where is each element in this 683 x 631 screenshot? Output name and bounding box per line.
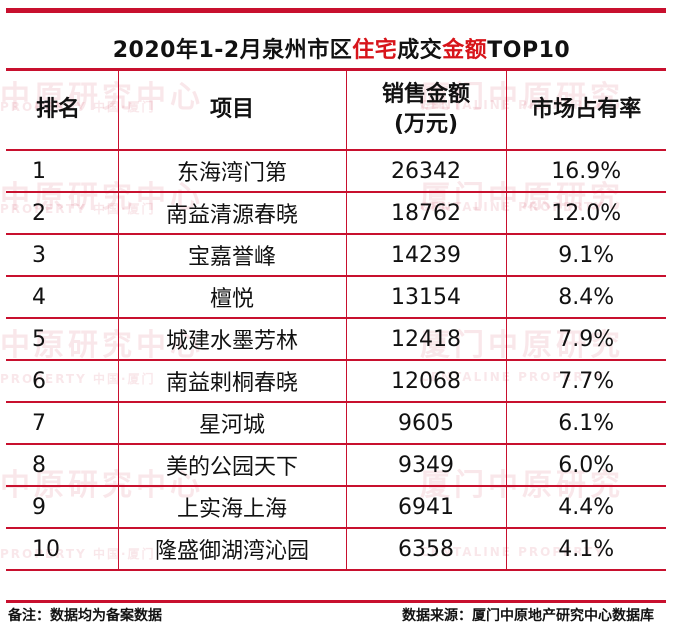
table-row: 5 城建水墨芳林 12418 7.9% (6, 318, 666, 361)
cell-project: 星河城 (118, 402, 347, 445)
table-row: 9 上实海上海 6941 4.4% (6, 486, 666, 529)
cell-share: 4.1% (506, 528, 666, 571)
cell-rank: 4 (6, 276, 119, 319)
table-row: 8 美的公园天下 9349 6.0% (6, 444, 666, 487)
cell-sales: 9605 (346, 402, 507, 445)
table-row: 4 檀悦 13154 8.4% (6, 276, 666, 319)
table-row: 10 隆盛御湖湾沁园 6358 4.1% (6, 528, 666, 571)
cell-sales: 6941 (346, 486, 507, 529)
cell-sales: 18762 (346, 192, 507, 235)
cell-share: 9.1% (506, 234, 666, 277)
title-divider (6, 68, 666, 71)
cell-rank: 5 (6, 318, 119, 361)
cell-project: 南益剌桐春晓 (118, 360, 347, 403)
cell-share: 6.1% (506, 402, 666, 445)
top-red-bar (6, 8, 666, 13)
cell-sales: 12418 (346, 318, 507, 361)
ranking-table: 排名 项目 销售金额 (万元) 市场占有率 1 东海湾门第 26342 16.9… (6, 71, 666, 571)
cell-sales: 12068 (346, 360, 507, 403)
cell-project: 美的公园天下 (118, 444, 347, 487)
table-row: 1 东海湾门第 26342 16.9% (6, 150, 666, 193)
cell-sales: 13154 (346, 276, 507, 319)
table-row: 2 南益清源春晓 18762 12.0% (6, 192, 666, 235)
header-project: 项目 (118, 71, 347, 151)
cell-share: 4.4% (506, 486, 666, 529)
header-sales: 销售金额 (万元) (346, 71, 507, 151)
table-header-row: 排名 项目 销售金额 (万元) 市场占有率 (6, 71, 666, 151)
table-row: 6 南益剌桐春晓 12068 7.7% (6, 360, 666, 403)
cell-share: 7.7% (506, 360, 666, 403)
cell-project: 城建水墨芳林 (118, 318, 347, 361)
cell-rank: 1 (6, 150, 119, 193)
cell-rank: 2 (6, 192, 119, 235)
cell-share: 12.0% (506, 192, 666, 235)
page-title: 2020年1-2月泉州市区住宅成交金额TOP10 (112, 38, 571, 63)
cell-sales: 26342 (346, 150, 507, 193)
table-row: 3 宝嘉誉峰 14239 9.1% (6, 234, 666, 277)
cell-rank: 10 (6, 528, 119, 571)
header-share: 市场占有率 (506, 71, 666, 151)
cell-project: 南益清源春晓 (118, 192, 347, 235)
cell-rank: 7 (6, 402, 119, 445)
cell-share: 16.9% (506, 150, 666, 193)
cell-rank: 6 (6, 360, 119, 403)
table-row: 7 星河城 9605 6.1% (6, 402, 666, 445)
cell-project: 上实海上海 (118, 486, 347, 529)
cell-project: 隆盛御湖湾沁园 (118, 528, 347, 571)
cell-rank: 8 (6, 444, 119, 487)
cell-rank: 9 (6, 486, 119, 529)
cell-rank: 3 (6, 234, 119, 277)
footer-source: 数据来源：厦门中原地产研究中心数据库 (402, 608, 654, 624)
cell-project: 宝嘉誉峰 (118, 234, 347, 277)
cell-sales: 9349 (346, 444, 507, 487)
cell-share: 6.0% (506, 444, 666, 487)
cell-sales: 14239 (346, 234, 507, 277)
cell-project: 檀悦 (118, 276, 347, 319)
cell-share: 7.9% (506, 318, 666, 361)
footer-divider (6, 600, 666, 603)
footer-note: 备注：数据均为备案数据 (8, 608, 162, 624)
cell-project: 东海湾门第 (118, 150, 347, 193)
cell-share: 8.4% (506, 276, 666, 319)
header-rank: 排名 (6, 71, 119, 151)
cell-sales: 6358 (346, 528, 507, 571)
